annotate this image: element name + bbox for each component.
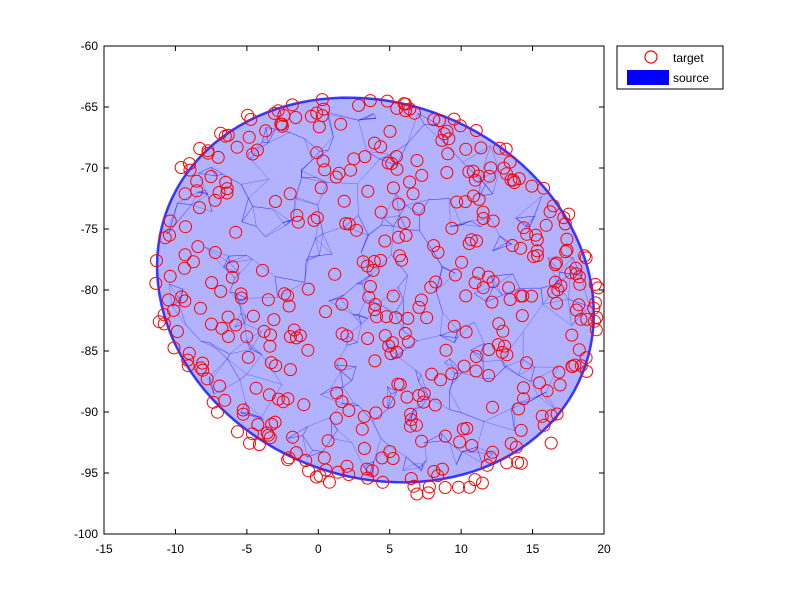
target-point — [469, 474, 481, 486]
legend-marker-source — [627, 70, 669, 85]
x-tick-label: 20 — [597, 542, 611, 556]
legend-label-target: target — [673, 51, 704, 65]
y-tick-label: -65 — [81, 100, 99, 114]
x-tick-label: 0 — [315, 542, 322, 556]
x-tick-label: 5 — [386, 542, 393, 556]
x-tick-label: 10 — [454, 542, 468, 556]
target-point — [242, 109, 254, 121]
y-tick-label: -95 — [81, 466, 99, 480]
legend: target source — [617, 46, 723, 89]
y-tick-label: -60 — [81, 39, 99, 53]
y-tick-label: -85 — [81, 344, 99, 358]
target-point — [212, 406, 224, 418]
target-point — [439, 482, 451, 494]
target-point — [411, 488, 423, 500]
y-tick-label: -75 — [81, 222, 99, 236]
target-point — [501, 457, 513, 469]
target-point — [453, 481, 465, 493]
y-tick-label: -90 — [81, 405, 99, 419]
y-tick-label: -100 — [74, 527, 98, 541]
target-point — [545, 437, 557, 449]
plot-area — [150, 94, 604, 500]
x-tick-label: 15 — [526, 542, 540, 556]
target-point — [592, 282, 604, 294]
target-point — [464, 481, 476, 493]
target-point — [476, 477, 488, 489]
target-point — [232, 426, 244, 438]
y-tick-label: -70 — [81, 161, 99, 175]
y-tick-label: -80 — [81, 283, 99, 297]
x-tick-label: -5 — [242, 542, 253, 556]
x-tick-label: -15 — [95, 542, 113, 556]
x-tick-label: -10 — [167, 542, 185, 556]
legend-label-source: source — [673, 71, 709, 85]
